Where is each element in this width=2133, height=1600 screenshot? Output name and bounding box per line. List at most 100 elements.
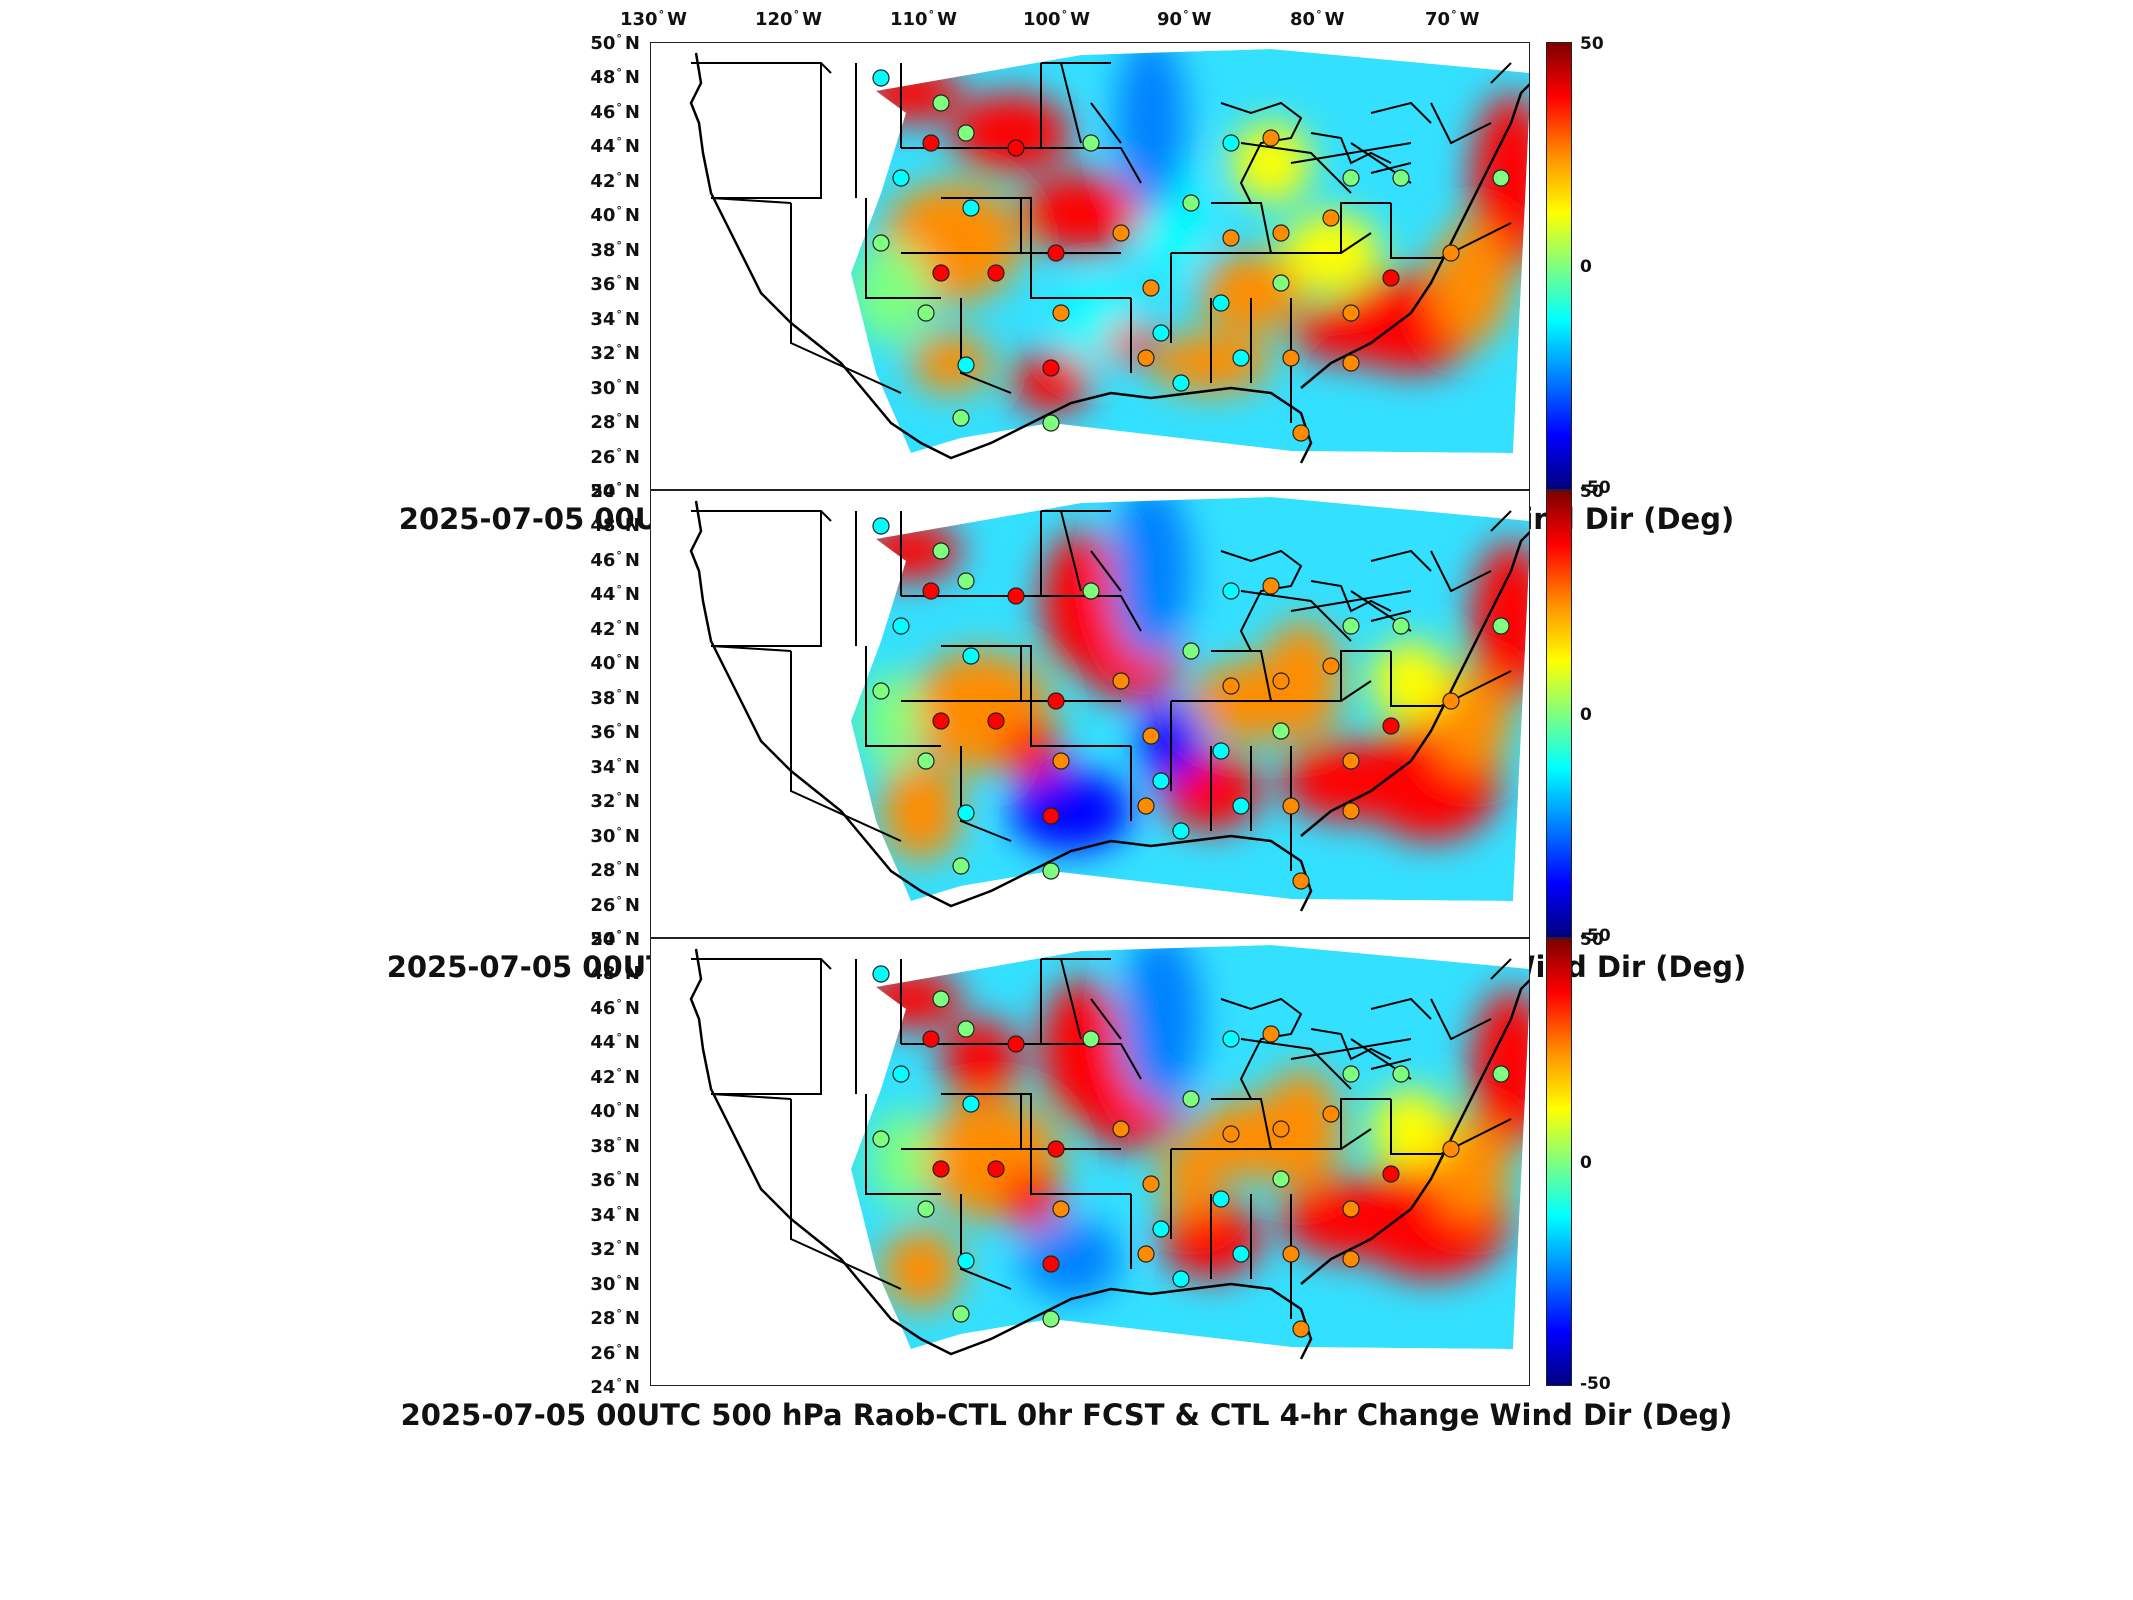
field-color-region bbox=[1471, 93, 1529, 273]
state-border bbox=[790, 203, 902, 394]
field-color-region bbox=[1011, 771, 1131, 851]
raob-station-marker bbox=[1042, 414, 1060, 432]
raob-station-marker bbox=[1052, 304, 1070, 322]
field-color-region bbox=[861, 671, 921, 771]
latitude-label: 48° N bbox=[590, 66, 640, 88]
state-border bbox=[1340, 1098, 1391, 1149]
raob-station-marker bbox=[922, 134, 940, 152]
latitude-label: 32° N bbox=[590, 342, 640, 364]
state-border bbox=[1290, 1038, 1412, 1060]
raob-station-marker bbox=[1222, 1030, 1240, 1048]
coastline bbox=[689, 52, 1529, 464]
raob-station-marker bbox=[922, 582, 940, 600]
raob-station-marker bbox=[1232, 797, 1250, 815]
raob-station-marker bbox=[1342, 304, 1360, 322]
raob-station-marker bbox=[1272, 1170, 1290, 1188]
longitude-label: 110° W bbox=[890, 8, 957, 30]
raob-station-marker bbox=[932, 1160, 950, 1178]
raob-station-marker bbox=[1042, 1255, 1060, 1273]
raob-station-marker bbox=[1282, 797, 1300, 815]
latitude-label: 32° N bbox=[590, 790, 640, 812]
raob-station-marker bbox=[1007, 1035, 1025, 1053]
field-color-region bbox=[1021, 1219, 1121, 1299]
state-border bbox=[691, 62, 832, 74]
raob-station-marker bbox=[872, 69, 890, 87]
raob-station-marker bbox=[1492, 1065, 1510, 1083]
raob-station-marker bbox=[987, 712, 1005, 730]
state-border bbox=[1211, 202, 1272, 254]
raob-station-marker bbox=[1442, 1140, 1460, 1158]
state-border bbox=[1211, 1098, 1272, 1150]
raob-station-marker bbox=[1292, 1320, 1310, 1338]
raob-station-marker bbox=[952, 857, 970, 875]
latitude-label: 40° N bbox=[590, 1100, 640, 1122]
raob-station-marker bbox=[1042, 359, 1060, 377]
raob-station-marker bbox=[1322, 209, 1340, 227]
field-color-region bbox=[1121, 945, 1201, 1109]
raob-station-marker bbox=[1152, 1220, 1170, 1238]
state-border bbox=[691, 510, 832, 522]
state-border bbox=[1041, 147, 1142, 184]
raob-station-marker bbox=[917, 1200, 935, 1218]
latitude-label: 48° N bbox=[590, 514, 640, 536]
latitude-label: 24° N bbox=[590, 928, 640, 950]
longitude-label: 90° W bbox=[1157, 8, 1212, 30]
raob-station-marker bbox=[987, 1160, 1005, 1178]
raob-station-marker bbox=[1042, 807, 1060, 825]
raob-station-marker bbox=[1182, 642, 1200, 660]
state-border bbox=[1340, 202, 1391, 253]
raob-station-marker bbox=[1152, 324, 1170, 342]
longitude-label: 130° W bbox=[620, 8, 687, 30]
raob-station-marker bbox=[957, 804, 975, 822]
state-border bbox=[711, 63, 822, 199]
longitude-label: 80° W bbox=[1290, 8, 1345, 30]
map-plot-area bbox=[650, 42, 1530, 490]
state-border bbox=[865, 198, 941, 299]
colorbar-tick-min: -50 bbox=[1580, 926, 1611, 946]
raob-station-marker bbox=[1112, 672, 1130, 690]
raob-station-marker bbox=[1342, 1250, 1360, 1268]
field-color-region bbox=[1471, 541, 1529, 701]
raob-station-marker bbox=[1282, 1245, 1300, 1263]
state-border bbox=[1211, 650, 1272, 702]
raob-station-marker bbox=[1182, 1090, 1200, 1108]
state-border bbox=[941, 645, 1131, 747]
state-border bbox=[865, 646, 941, 747]
raob-station-marker bbox=[1142, 1175, 1160, 1193]
state-border bbox=[1060, 62, 1082, 144]
latitude-label: 46° N bbox=[590, 997, 640, 1019]
state-border bbox=[1490, 510, 1512, 532]
latitude-label: 44° N bbox=[590, 583, 640, 605]
raob-station-marker bbox=[1342, 752, 1360, 770]
latitude-label: 28° N bbox=[590, 411, 640, 433]
raob-station-marker bbox=[1292, 872, 1310, 890]
state-border bbox=[691, 958, 832, 970]
great-lakes-outline bbox=[1220, 997, 1412, 1100]
latitude-label: 42° N bbox=[590, 1066, 640, 1088]
latitude-label: 28° N bbox=[590, 1307, 640, 1329]
raob-station-marker bbox=[1112, 1120, 1130, 1138]
state-border bbox=[1370, 549, 1432, 572]
latitude-label: 24° N bbox=[590, 480, 640, 502]
latitude-label: 34° N bbox=[590, 1204, 640, 1226]
coastline bbox=[689, 948, 1529, 1360]
latitude-label: 50° N bbox=[590, 32, 640, 54]
raob-station-marker bbox=[1212, 1190, 1230, 1208]
colorbar-tick-mid: 0 bbox=[1580, 257, 1592, 277]
field-color-region bbox=[1201, 253, 1301, 333]
latitude-label: 28° N bbox=[590, 859, 640, 881]
latitude-label: 36° N bbox=[590, 1169, 640, 1191]
raob-station-marker bbox=[892, 1065, 910, 1083]
state-border bbox=[710, 1093, 792, 1100]
colorbar-tick-min: -50 bbox=[1580, 478, 1611, 498]
colorbar-tick-mid: 0 bbox=[1580, 1153, 1592, 1173]
state-border bbox=[1340, 650, 1391, 701]
raob-station-marker bbox=[1137, 1245, 1155, 1263]
raob-station-marker bbox=[1342, 617, 1360, 635]
latitude-label: 46° N bbox=[590, 549, 640, 571]
latitude-label: 50° N bbox=[590, 928, 640, 950]
raob-station-marker bbox=[1172, 1270, 1190, 1288]
field-color-region bbox=[1371, 1089, 1451, 1169]
raob-station-marker bbox=[1082, 582, 1100, 600]
latitude-label: 24° N bbox=[590, 1376, 640, 1398]
